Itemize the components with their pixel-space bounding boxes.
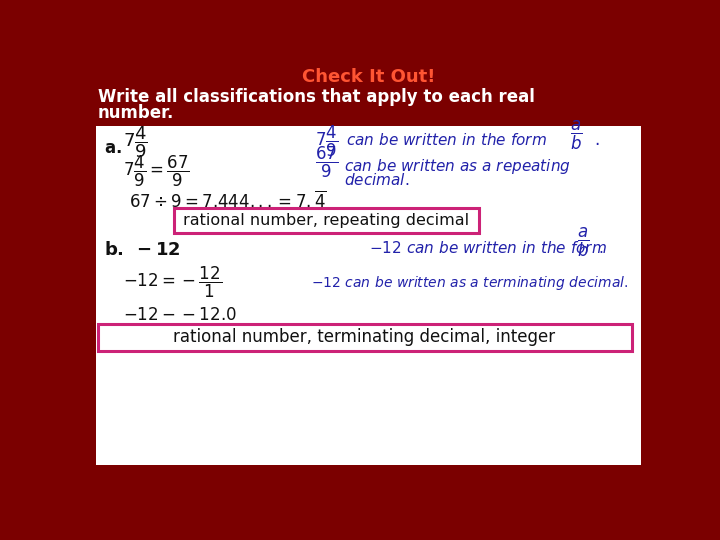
Text: $-12--12.0$: $-12--12.0$	[122, 306, 236, 324]
FancyBboxPatch shape	[96, 126, 641, 465]
Text: rational number, terminating decimal, integer: rational number, terminating decimal, in…	[174, 328, 555, 346]
Text: $\mathbf{b.\ -12}$: $\mathbf{b.\ -12}$	[104, 241, 181, 259]
Text: $\mathbf{a.}$: $\mathbf{a.}$	[104, 139, 122, 157]
Text: Check It Out!: Check It Out!	[302, 68, 436, 86]
Text: $\mathit{can\ be\ written\ as\ a\ repeating}$: $\mathit{can\ be\ written\ as\ a\ repeat…	[344, 157, 571, 176]
FancyBboxPatch shape	[174, 208, 479, 233]
Text: $\mathit{-12\ can\ be\ written\ as\ a\ terminating\ decimal.}$: $\mathit{-12\ can\ be\ written\ as\ a\ t…	[311, 274, 628, 292]
Text: $7\dfrac{4}{9}=\dfrac{67}{9}$: $7\dfrac{4}{9}=\dfrac{67}{9}$	[122, 153, 189, 188]
Text: $\mathit{.}$: $\mathit{.}$	[594, 131, 599, 149]
Text: $67 \div 9 = 7.444... = 7.\overline{4}$: $67 \div 9 = 7.444... = 7.\overline{4}$	[129, 191, 327, 212]
Text: $\dfrac{67}{9}$: $\dfrac{67}{9}$	[315, 145, 338, 180]
Text: $\dfrac{a}{b}$: $\dfrac{a}{b}$	[570, 119, 583, 152]
Text: $\mathit{.}$: $\mathit{.}$	[598, 240, 603, 255]
Text: $-12=-\dfrac{12}{1}$: $-12=-\dfrac{12}{1}$	[122, 265, 222, 300]
Text: $7\dfrac{4}{9}$: $7\dfrac{4}{9}$	[315, 124, 338, 159]
Text: $\mathit{decimal.}$: $\mathit{decimal.}$	[344, 172, 410, 188]
FancyBboxPatch shape	[98, 323, 631, 351]
Text: $\dfrac{a}{b}$: $\dfrac{a}{b}$	[577, 226, 589, 259]
Text: $\mathit{can\ be\ written\ in\ the\ form}$: $\mathit{can\ be\ written\ in\ the\ form…	[346, 132, 546, 149]
Text: rational number, repeating decimal: rational number, repeating decimal	[184, 213, 469, 228]
Text: number.: number.	[98, 104, 174, 122]
Text: $\mathit{-12\ can\ be\ written\ in\ the\ form}$: $\mathit{-12\ can\ be\ written\ in\ the\…	[369, 240, 607, 256]
Text: $7\dfrac{4}{9}$: $7\dfrac{4}{9}$	[122, 124, 148, 160]
Text: Write all classifications that apply to each real: Write all classifications that apply to …	[98, 88, 535, 106]
